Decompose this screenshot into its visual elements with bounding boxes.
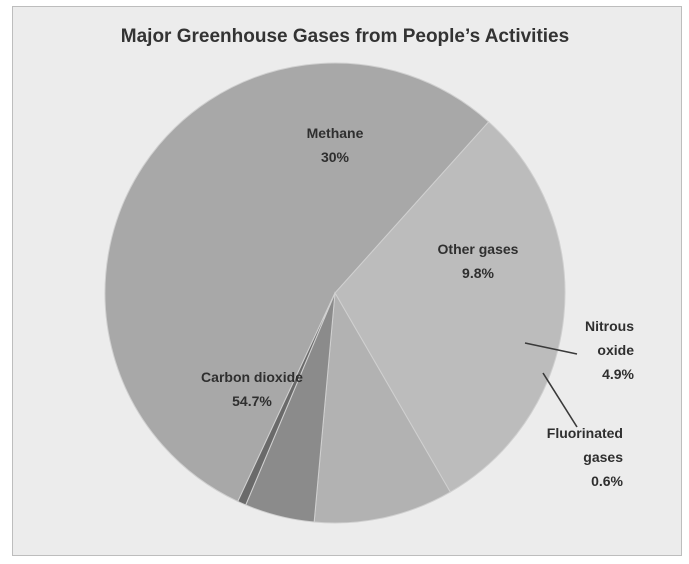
slice-value-label-fluorinated-gases: 0.6%	[591, 473, 623, 489]
slice-name-label-fluorinated-gases: Fluorinated	[547, 425, 623, 441]
slice-name-label-nitrous-oxide: oxide	[597, 342, 634, 358]
slice-name-label-nitrous-oxide: Nitrous	[585, 318, 634, 334]
slice-value-label-carbon-dioxide: 54.7%	[232, 393, 272, 409]
slice-name-label-other-gases: Other gases	[438, 241, 519, 257]
slice-value-label-methane: 30%	[321, 149, 350, 165]
leader-line-fluorinated-gases	[543, 373, 577, 427]
slice-value-label-nitrous-oxide: 4.9%	[602, 366, 634, 382]
slice-name-label-fluorinated-gases: gases	[583, 449, 623, 465]
slice-value-label-other-gases: 9.8%	[462, 265, 494, 281]
slice-name-label-methane: Methane	[307, 125, 364, 141]
slice-name-label-carbon-dioxide: Carbon dioxide	[201, 369, 303, 385]
chart-title: Major Greenhouse Gases from People’s Act…	[121, 26, 569, 47]
